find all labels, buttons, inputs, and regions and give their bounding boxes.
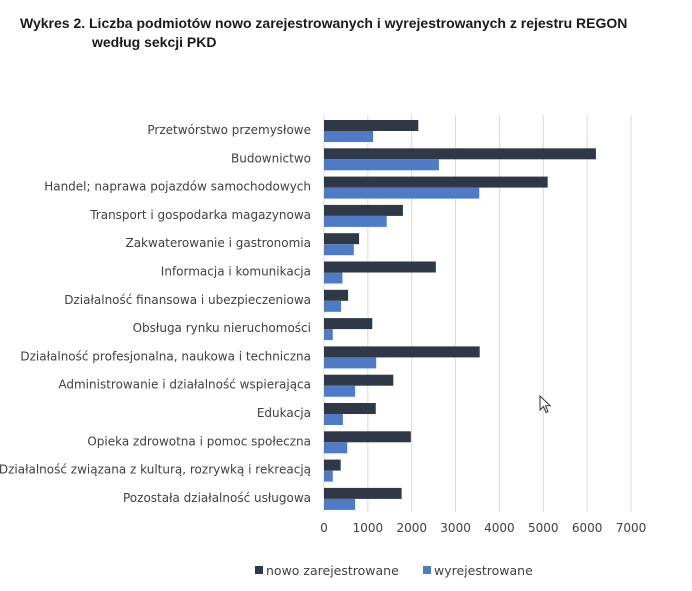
x-tick-label: 4000 [484,521,515,535]
bar-wyrejestrowane [324,159,439,171]
grid-lines [323,115,632,512]
x-tick-labels: 0 1000 2000 3000 4000 5000 6000 7000 [320,521,646,535]
category-label: Edukacja [257,406,311,420]
bar-wyrejestrowane [324,300,342,312]
bar-nowo-zarejestrowane [324,374,394,386]
bar-nowo-zarejestrowane [324,261,436,273]
legend-swatch [255,566,263,574]
bar-nowo-zarejestrowane [324,289,349,301]
bar-nowo-zarejestrowane [324,403,376,414]
legend: nowo zarejestrowane wyrejestrowane [255,563,533,578]
x-tick-label: 6000 [572,521,603,535]
x-tick-label: 5000 [528,521,559,535]
bar-nowo-zarejestrowane [324,120,419,131]
bar-wyrejestrowane [324,470,333,482]
mouse-cursor-icon [539,395,552,414]
bar-nowo-zarejestrowane [324,431,411,443]
bar-nowo-zarejestrowane [324,487,402,499]
bar-nowo-zarejestrowane [324,176,548,188]
category-label: Budownictwo [231,151,311,165]
bar-wyrejestrowane [324,329,333,341]
bar-wyrejestrowane [324,357,377,369]
category-label: Działalność profesjonalna, naukowa i tec… [20,349,311,363]
bar-wyrejestrowane [324,385,356,397]
x-tick-label: 1000 [353,521,384,535]
bar-wyrejestrowane [324,131,374,142]
legend-label: wyrejestrowane [434,563,533,578]
bar-nowo-zarejestrowane [324,459,341,471]
bar-nowo-zarejestrowane [324,233,360,245]
bar-wyrejestrowane [324,272,343,284]
chart-title-line2: według sekcji PKD [92,34,217,50]
category-label: Opieka zdrowotna i pomoc społeczna [87,434,311,448]
category-labels: Przetwórstwo przemysłowe Budownictwo Hande… [0,123,311,505]
bar-wyrejestrowane [324,215,387,227]
category-label: Przetwórstwo przemysłowe [147,123,311,137]
bars [324,120,596,510]
category-label: Transport i gospodarka magazynowa [89,208,311,222]
chart-title-line1: Wykres 2. Liczba podmiotów nowo zarejest… [20,15,628,31]
category-label: Administrowanie i działalność wspierając… [58,378,311,392]
bar-wyrejestrowane [324,244,354,256]
bar-wyrejestrowane [324,187,480,199]
category-label: Zakwaterowanie i gastronomia [125,236,311,250]
bar-wyrejestrowane [324,442,348,454]
x-tick-label: 0 [320,521,328,535]
legend-label: nowo zarejestrowane [266,563,399,578]
category-label: Pozostała działalność usługowa [123,491,311,505]
chart-title: Wykres 2. Liczba podmiotów nowo zarejest… [20,14,660,52]
x-tick-label: 3000 [440,521,471,535]
bar-nowo-zarejestrowane [324,148,596,160]
bar-nowo-zarejestrowane [324,318,373,330]
category-label: Handel; naprawa pojazdów samochodowych [44,180,311,194]
bar-wyrejestrowane [324,414,343,425]
legend-swatch [423,566,431,574]
category-label: Działalność związana z kulturą, rozrywką… [0,463,311,477]
category-label: Obsługa rynku nieruchomości [133,321,311,335]
x-tick-label: 7000 [616,521,647,535]
x-tick-label: 2000 [396,521,427,535]
category-label: Działalność finansowa i ubezpieczeniowa [64,293,311,307]
bar-nowo-zarejestrowane [324,204,403,216]
bar-nowo-zarejestrowane [324,346,480,358]
bar-wyrejestrowane [324,498,356,510]
category-label: Informacja i komunikacja [161,265,311,279]
